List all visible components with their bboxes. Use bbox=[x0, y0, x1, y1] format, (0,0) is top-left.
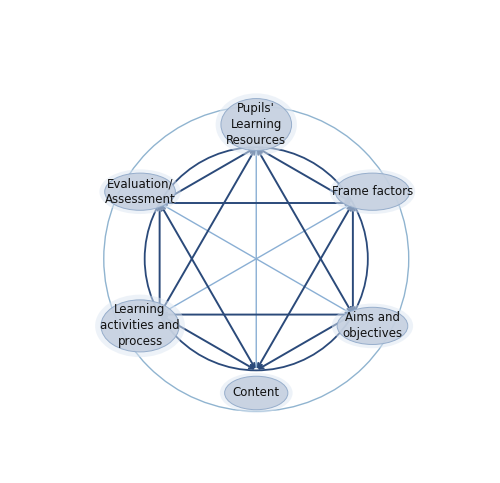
Ellipse shape bbox=[336, 173, 409, 210]
Text: Pupils'
Learning
Resources: Pupils' Learning Resources bbox=[226, 102, 286, 147]
Ellipse shape bbox=[95, 295, 185, 357]
Ellipse shape bbox=[101, 300, 179, 352]
Ellipse shape bbox=[330, 170, 415, 214]
Text: Evaluation/
Assessment: Evaluation/ Assessment bbox=[104, 177, 176, 206]
Ellipse shape bbox=[100, 170, 180, 214]
Text: Learning
activities and
process: Learning activities and process bbox=[100, 303, 180, 348]
Ellipse shape bbox=[224, 376, 288, 410]
Ellipse shape bbox=[332, 304, 413, 348]
Text: Frame factors: Frame factors bbox=[332, 185, 413, 198]
Ellipse shape bbox=[104, 173, 176, 210]
Ellipse shape bbox=[220, 373, 292, 413]
Ellipse shape bbox=[221, 99, 292, 151]
Ellipse shape bbox=[337, 307, 408, 344]
Text: Content: Content bbox=[232, 386, 280, 399]
Text: Aims and
objectives: Aims and objectives bbox=[342, 312, 402, 341]
Ellipse shape bbox=[216, 93, 297, 156]
